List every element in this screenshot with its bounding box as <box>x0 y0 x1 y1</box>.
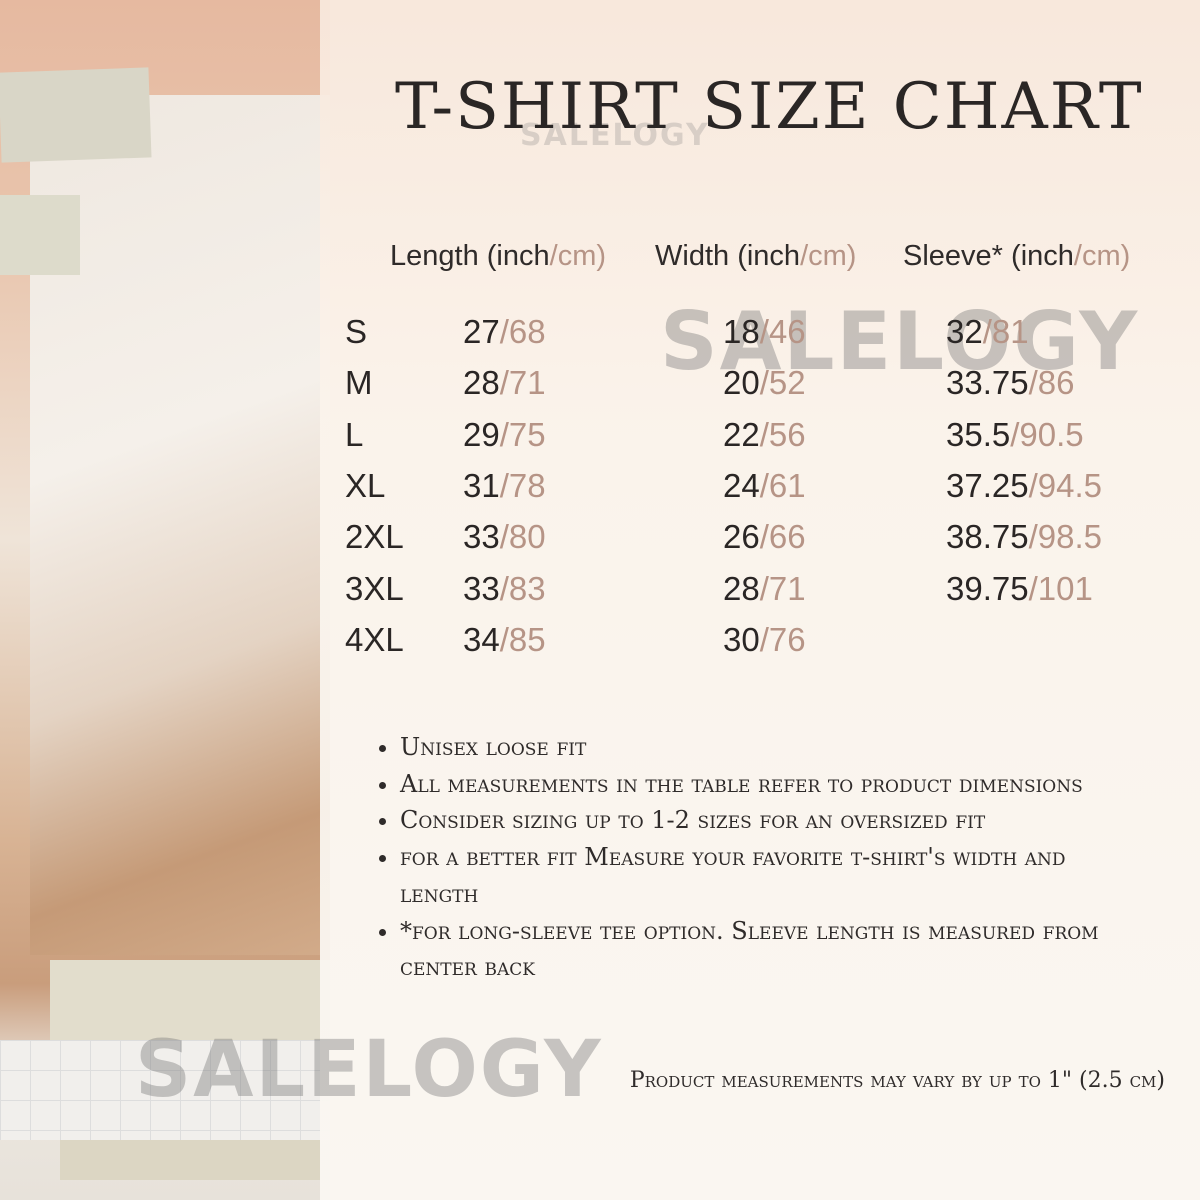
sleeve-cell: 37.25/94.5 <box>946 466 1102 504</box>
page-title: T-SHIRT SIZE CHART <box>395 70 1144 144</box>
column-header: Width (inch/cm) <box>655 240 857 272</box>
width-cell: 26/66 <box>723 518 806 556</box>
watermark: SALELOGY <box>135 1025 603 1115</box>
tape-decoration <box>0 195 80 275</box>
length-cell: 28/71 <box>463 364 546 402</box>
table-row: 3XL 33/83 28/71 39.75/101 <box>0 570 1200 620</box>
note-item: Unisex loose fit <box>400 729 1135 766</box>
length-cell: 27/68 <box>463 313 546 350</box>
sleeve-cell: 38.75/98.5 <box>946 518 1102 556</box>
sleeve-cell: 33.75/86 <box>946 364 1075 402</box>
size-cell: L <box>345 415 364 453</box>
tape-decoration <box>0 67 152 163</box>
note-item: *for long-sleeve tee option. Sleeve leng… <box>400 913 1135 986</box>
table-row: M 28/71 20/52 33.75/86 <box>0 364 1200 414</box>
width-cell: 24/61 <box>723 466 806 504</box>
length-cell: 29/75 <box>463 415 546 453</box>
grid-paper-decoration <box>0 1040 330 1140</box>
table-row: S 27/68 18/46 32/81 <box>0 313 1200 363</box>
size-cell: 4XL <box>345 620 404 658</box>
length-cell: 33/80 <box>463 518 546 556</box>
table-row: XL 31/78 24/61 37.25/94.5 <box>0 467 1200 517</box>
length-cell: 34/85 <box>463 620 546 658</box>
length-cell: 33/83 <box>463 569 546 607</box>
width-cell: 22/56 <box>723 415 806 453</box>
watermark: SALELOGY <box>660 295 1140 388</box>
size-cell: XL <box>345 466 386 504</box>
width-cell: 20/52 <box>723 364 806 402</box>
sleeve-cell: 35.5/90.5 <box>946 415 1084 453</box>
length-cell: 31/78 <box>463 466 546 504</box>
size-cell: S <box>345 313 368 350</box>
notes-list: Unisex loose fitAll measurements in the … <box>375 729 1135 986</box>
lifestyle-photo <box>30 95 330 955</box>
content-panel <box>320 0 1200 1200</box>
size-cell: M <box>345 364 373 402</box>
width-cell: 30/76 <box>723 620 806 658</box>
sleeve-cell: 39.75/101 <box>946 569 1093 607</box>
size-cell: 3XL <box>345 569 404 607</box>
table-row: L 29/75 22/56 35.5/90.5 <box>0 416 1200 466</box>
width-cell: 18/46 <box>723 313 806 350</box>
note-item: Consider sizing up to 1-2 sizes for an o… <box>400 802 1135 839</box>
table-row: 4XL 34/85 30/76 <box>0 621 1200 671</box>
footer-note: Product measurements may vary by up to 1… <box>629 1068 1165 1093</box>
watermark: SALELOGY <box>520 118 710 153</box>
width-cell: 28/71 <box>723 569 806 607</box>
sleeve-cell: 32/81 <box>946 313 1029 350</box>
tape-decoration <box>60 1140 320 1180</box>
size-cell: 2XL <box>345 518 404 556</box>
note-item: All measurements in the table refer to p… <box>400 766 1135 803</box>
table-row: 2XL 33/80 26/66 38.75/98.5 <box>0 518 1200 568</box>
column-header: Length (inch/cm) <box>390 240 607 272</box>
tape-decoration <box>50 960 330 1040</box>
column-header: Sleeve* (inch/cm) <box>903 240 1131 272</box>
note-item: for a better fit Measure your favorite t… <box>400 839 1135 912</box>
